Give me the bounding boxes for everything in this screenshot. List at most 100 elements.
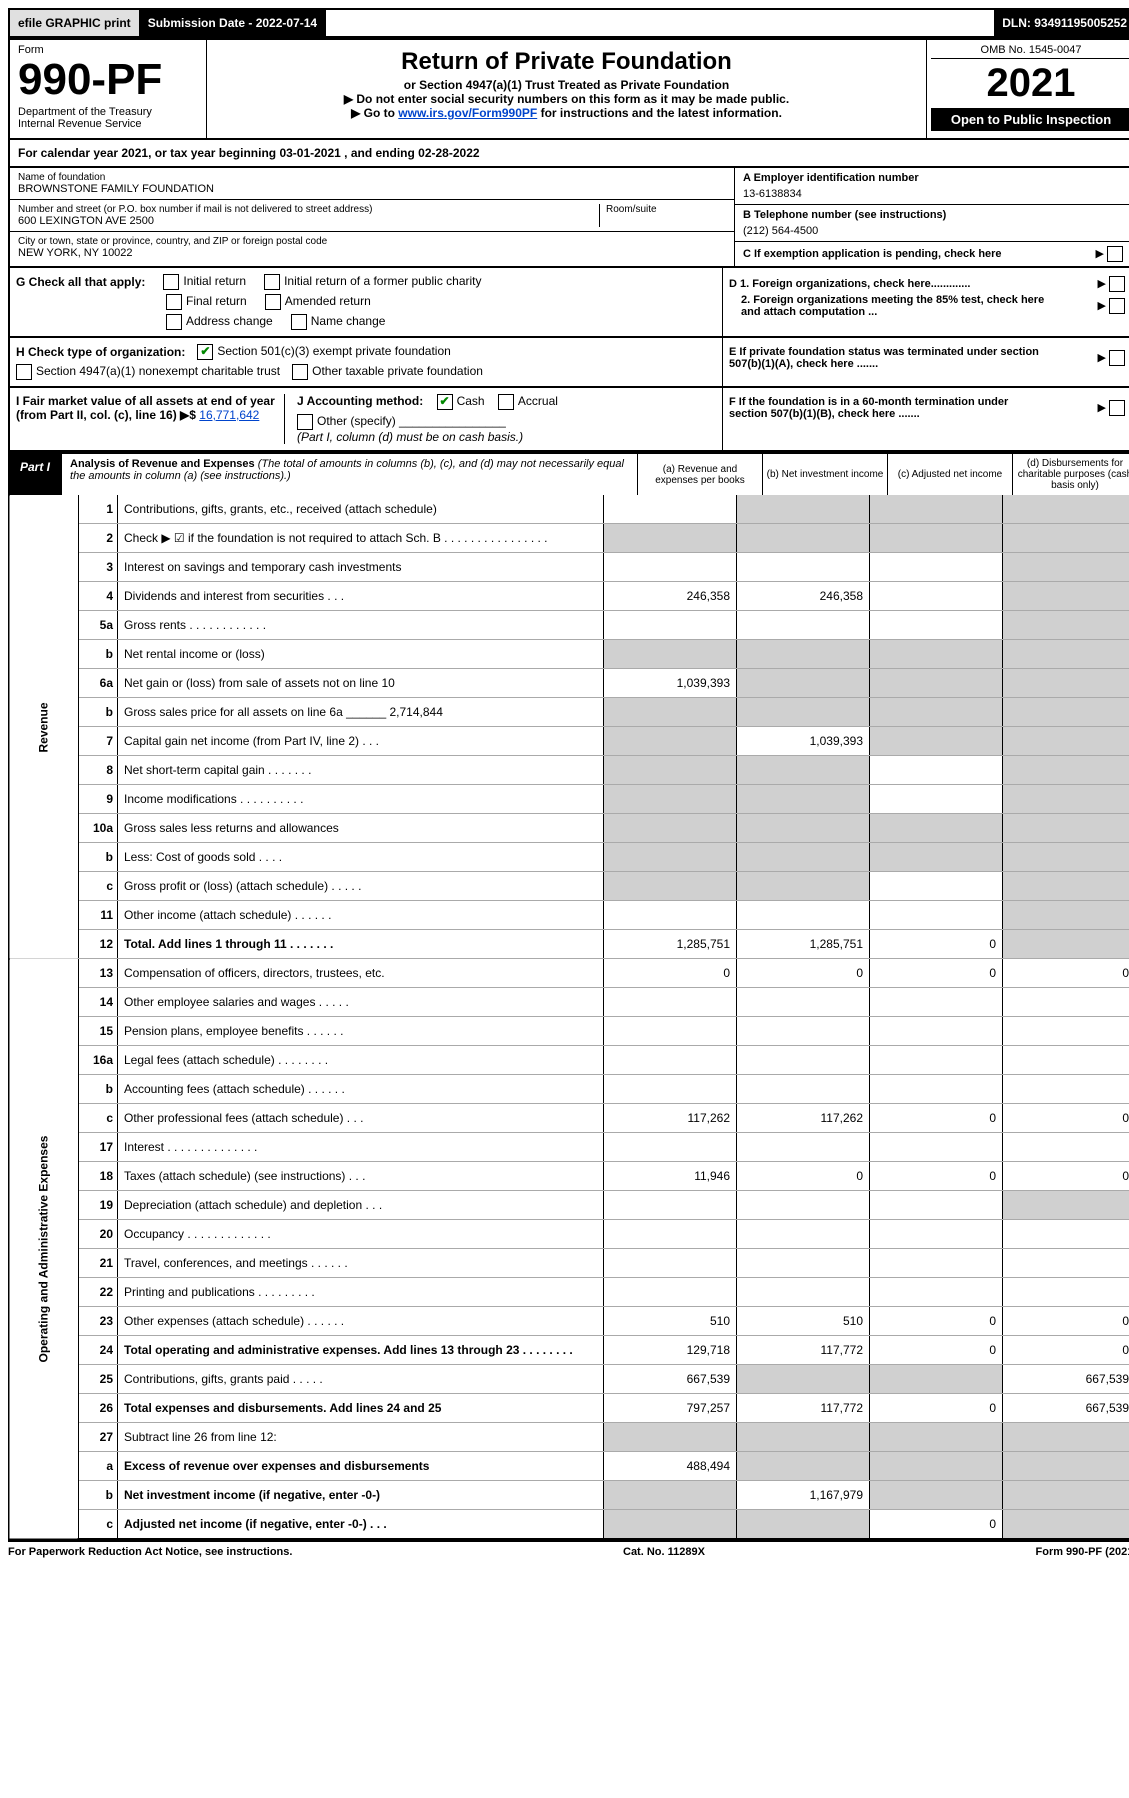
amount-cell: 117,772 xyxy=(737,1336,870,1365)
line-description: Adjusted net income (if negative, enter … xyxy=(118,1510,604,1540)
table-row: 6aNet gain or (loss) from sale of assets… xyxy=(9,669,1129,698)
ein-label: A Employer identification number xyxy=(743,172,1127,184)
part1-header: Part I Analysis of Revenue and Expenses … xyxy=(8,452,1129,495)
line-number: c xyxy=(79,1510,118,1540)
amount-cell xyxy=(1003,640,1129,669)
d2-arrow: ▶ xyxy=(1097,298,1129,314)
efile-label[interactable]: efile GRAPHIC print xyxy=(10,10,140,36)
amount-cell xyxy=(1003,611,1129,640)
amount-cell xyxy=(1003,814,1129,843)
line-number: a xyxy=(79,1452,118,1481)
line-number: 18 xyxy=(79,1162,118,1191)
table-row: 4Dividends and interest from securities … xyxy=(9,582,1129,611)
city-cell: City or town, state or province, country… xyxy=(10,232,734,263)
part1-title-cell: Analysis of Revenue and Expenses (The to… xyxy=(62,454,638,495)
amount-cell: 797,257 xyxy=(604,1394,737,1423)
amount-cell xyxy=(604,553,737,582)
irs-label: Internal Revenue Service xyxy=(18,118,198,130)
table-row: 14Other employee salaries and wages . . … xyxy=(9,988,1129,1017)
line-number: 27 xyxy=(79,1423,118,1452)
amount-cell xyxy=(604,1046,737,1075)
exemption-cell: C If exemption application is pending, c… xyxy=(735,242,1129,266)
amount-cell xyxy=(870,1481,1003,1510)
amount-cell xyxy=(604,640,737,669)
amount-cell xyxy=(870,1017,1003,1046)
c-checkbox[interactable] xyxy=(1107,246,1123,262)
other-method-cb[interactable] xyxy=(297,414,313,430)
line-description: Income modifications . . . . . . . . . . xyxy=(118,785,604,814)
line-number: 11 xyxy=(79,901,118,930)
table-row: bLess: Cost of goods sold . . . . xyxy=(9,843,1129,872)
d1-cb[interactable] xyxy=(1109,276,1125,292)
amount-cell xyxy=(1003,669,1129,698)
id-left: Name of foundation BROWNSTONE FAMILY FOU… xyxy=(10,168,734,266)
amount-cell xyxy=(1003,1481,1129,1510)
amount-cell xyxy=(870,1365,1003,1394)
d1-arrow: ▶ xyxy=(1097,276,1129,292)
addr-label: Number and street (or P.O. box number if… xyxy=(18,204,599,215)
initial-cb[interactable] xyxy=(163,274,179,290)
d2-cb[interactable] xyxy=(1109,298,1125,314)
amount-cell xyxy=(604,1278,737,1307)
amount-cell xyxy=(870,814,1003,843)
other-taxable-cb[interactable] xyxy=(292,364,308,380)
table-row: 10aGross sales less returns and allowanc… xyxy=(9,814,1129,843)
table-row: 24Total operating and administrative exp… xyxy=(9,1336,1129,1365)
amount-cell xyxy=(1003,1510,1129,1540)
form-header: Form 990-PF Department of the Treasury I… xyxy=(8,38,1129,140)
amount-cell xyxy=(604,698,737,727)
4947-cb[interactable] xyxy=(16,364,32,380)
table-row: bGross sales price for all assets on lin… xyxy=(9,698,1129,727)
amount-cell xyxy=(737,1423,870,1452)
amount-cell xyxy=(604,1220,737,1249)
amount-cell xyxy=(604,1249,737,1278)
initial-former-cb[interactable] xyxy=(264,274,280,290)
line-description: Check ▶ ☑ if the foundation is not requi… xyxy=(118,524,604,553)
line-number: 21 xyxy=(79,1249,118,1278)
goto-post: for instructions and the latest informat… xyxy=(537,106,782,120)
amended-cb[interactable] xyxy=(265,294,281,310)
amount-cell xyxy=(737,495,870,524)
amount-cell: 246,358 xyxy=(737,582,870,611)
amount-cell: 246,358 xyxy=(604,582,737,611)
line-number: 14 xyxy=(79,988,118,1017)
line-number: b xyxy=(79,1075,118,1104)
amount-cell: 117,772 xyxy=(737,1394,870,1423)
cash-cb[interactable]: ✔ xyxy=(437,394,453,410)
amount-cell xyxy=(1003,1133,1129,1162)
line-description: Depreciation (attach schedule) and deple… xyxy=(118,1191,604,1220)
name-change-cb[interactable] xyxy=(291,314,307,330)
amount-cell xyxy=(604,1075,737,1104)
table-row: bNet investment income (if negative, ent… xyxy=(9,1481,1129,1510)
table-row: 11Other income (attach schedule) . . . .… xyxy=(9,901,1129,930)
amount-cell: 0 xyxy=(870,1510,1003,1540)
amount-cell xyxy=(737,843,870,872)
amount-cell xyxy=(870,669,1003,698)
f-cb[interactable] xyxy=(1109,400,1125,416)
amount-cell xyxy=(737,698,870,727)
line-number: 25 xyxy=(79,1365,118,1394)
amount-cell xyxy=(737,669,870,698)
501c3-cb[interactable]: ✔ xyxy=(197,344,213,360)
table-row: 8Net short-term capital gain . . . . . .… xyxy=(9,756,1129,785)
line-description: Net investment income (if negative, ente… xyxy=(118,1481,604,1510)
amount-cell: 0 xyxy=(1003,959,1129,988)
cat-no: Cat. No. 11289X xyxy=(623,1546,705,1558)
amount-cell xyxy=(870,553,1003,582)
line-number: c xyxy=(79,1104,118,1133)
foundation-name: BROWNSTONE FAMILY FOUNDATION xyxy=(18,183,726,195)
addr-change-cb[interactable] xyxy=(166,314,182,330)
ssn-note: ▶ Do not enter social security numbers o… xyxy=(217,92,916,106)
i-value[interactable]: 16,771,642 xyxy=(199,408,259,422)
amount-cell xyxy=(737,1220,870,1249)
form-url-link[interactable]: www.irs.gov/Form990PF xyxy=(398,106,537,120)
j-cash: ✔Cash xyxy=(437,394,485,408)
line-number: 1 xyxy=(79,495,118,524)
e-cb[interactable] xyxy=(1109,350,1125,366)
final-cb[interactable] xyxy=(166,294,182,310)
header-center: Return of Private Foundation or Section … xyxy=(207,40,926,138)
accrual-cb[interactable] xyxy=(498,394,514,410)
amount-cell: 0 xyxy=(870,1394,1003,1423)
pra-notice: For Paperwork Reduction Act Notice, see … xyxy=(8,1546,292,1558)
amount-cell: 488,494 xyxy=(604,1452,737,1481)
